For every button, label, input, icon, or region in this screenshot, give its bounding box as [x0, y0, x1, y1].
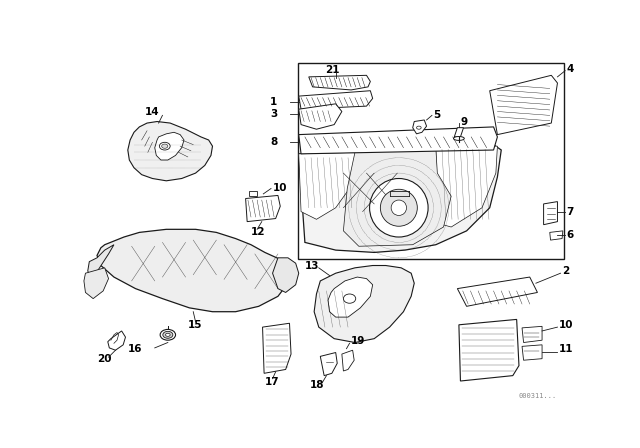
Text: 16: 16	[128, 345, 142, 354]
Text: 11: 11	[559, 345, 573, 354]
Text: 8: 8	[270, 137, 277, 147]
Polygon shape	[342, 350, 354, 371]
Polygon shape	[454, 128, 463, 137]
Polygon shape	[436, 146, 497, 227]
Text: 000311...: 000311...	[519, 392, 557, 399]
Text: 13: 13	[305, 260, 319, 271]
Polygon shape	[246, 195, 280, 222]
Circle shape	[369, 178, 428, 237]
Polygon shape	[299, 91, 372, 109]
Polygon shape	[308, 75, 371, 90]
Polygon shape	[97, 229, 289, 312]
Polygon shape	[328, 277, 372, 317]
Polygon shape	[88, 245, 114, 279]
Polygon shape	[522, 326, 542, 343]
Ellipse shape	[159, 142, 170, 150]
Text: 15: 15	[188, 320, 202, 330]
Polygon shape	[128, 121, 212, 181]
Polygon shape	[543, 202, 557, 225]
Text: 21: 21	[325, 65, 339, 75]
Ellipse shape	[454, 137, 464, 140]
Ellipse shape	[163, 332, 173, 338]
Text: 5: 5	[433, 110, 440, 120]
Polygon shape	[320, 353, 337, 375]
Polygon shape	[490, 75, 557, 134]
Text: 2: 2	[562, 266, 570, 276]
Polygon shape	[299, 145, 501, 252]
Polygon shape	[84, 268, 109, 299]
Polygon shape	[299, 127, 497, 154]
Polygon shape	[459, 319, 519, 381]
Text: 18: 18	[310, 380, 324, 390]
Text: 19: 19	[351, 336, 365, 346]
Polygon shape	[413, 120, 427, 134]
Polygon shape	[458, 277, 538, 306]
Ellipse shape	[344, 294, 356, 303]
Text: 10: 10	[273, 183, 287, 193]
Ellipse shape	[166, 333, 170, 336]
Text: 12: 12	[251, 228, 266, 237]
Polygon shape	[314, 266, 414, 343]
Text: 1: 1	[270, 96, 277, 107]
Text: 4: 4	[566, 64, 574, 74]
Circle shape	[391, 200, 406, 215]
Text: 3: 3	[270, 109, 277, 119]
Polygon shape	[522, 345, 542, 360]
Polygon shape	[155, 132, 184, 160]
Ellipse shape	[162, 144, 168, 148]
Ellipse shape	[160, 329, 175, 340]
Polygon shape	[344, 148, 451, 246]
Text: 10: 10	[559, 320, 573, 330]
Circle shape	[380, 189, 417, 226]
Polygon shape	[250, 191, 257, 196]
Polygon shape	[299, 104, 342, 129]
Text: 9: 9	[460, 116, 468, 126]
Ellipse shape	[417, 126, 421, 129]
Bar	[298, 63, 564, 259]
Text: 7: 7	[566, 207, 574, 217]
Polygon shape	[262, 323, 291, 373]
Text: 14: 14	[145, 107, 159, 116]
Polygon shape	[299, 152, 359, 220]
Polygon shape	[108, 331, 125, 350]
Polygon shape	[273, 258, 299, 293]
Text: 17: 17	[265, 377, 280, 387]
Polygon shape	[550, 231, 563, 240]
Text: 6: 6	[566, 230, 574, 241]
Text: 20: 20	[97, 354, 111, 365]
